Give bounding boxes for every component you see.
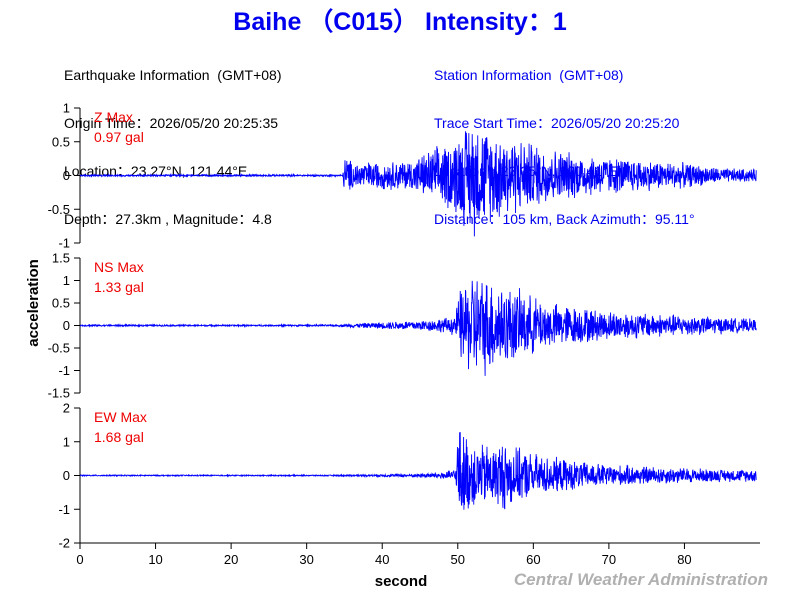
- x-tick-label: 30: [299, 552, 313, 567]
- y-tick-label: -1: [58, 502, 70, 517]
- x-tick-label: 0: [76, 552, 83, 567]
- y-tick-label: 0: [63, 168, 70, 183]
- x-tick-label: 70: [602, 552, 616, 567]
- max-label-ns: NS Max: [94, 259, 144, 275]
- y-tick-label: -0.5: [48, 202, 70, 217]
- station-info-header: Station Information (GMT+08): [434, 67, 624, 83]
- x-tick-label: 40: [375, 552, 389, 567]
- x-tick-label: 20: [224, 552, 238, 567]
- credit-text: Central Weather Administration: [513, 570, 768, 589]
- max-value-z: 0.97 gal: [94, 129, 144, 145]
- y-tick-label: 0.5: [52, 296, 70, 311]
- x-tick-label: 50: [451, 552, 465, 567]
- trace-ew: [79, 432, 757, 510]
- depth-magnitude: Depth：27.3km , Magnitude：4.8: [64, 211, 272, 227]
- y-tick-label: -1: [58, 236, 70, 251]
- y-tick-label: 1: [63, 434, 70, 449]
- y-tick-label: -1.5: [48, 386, 70, 401]
- trace-z: [79, 131, 757, 237]
- x-tick-label: 10: [148, 552, 162, 567]
- origin-time: Origin Time：2026/05/20 20:25:35: [64, 115, 279, 131]
- x-tick-label: 80: [677, 552, 691, 567]
- max-value-ns: 1.33 gal: [94, 279, 144, 295]
- y-tick-label: 1.5: [52, 251, 70, 266]
- y-tick-label: 1: [63, 273, 70, 288]
- y-tick-label: -1: [58, 363, 70, 378]
- trace-start-time: Trace Start Time：2026/05/20 20:25:20: [434, 115, 680, 131]
- y-tick-label: -0.5: [48, 341, 70, 356]
- y-tick-label: 2: [63, 401, 70, 416]
- earthquake-info-header: Earthquake Information (GMT+08): [64, 67, 282, 83]
- station-distance: Distance：105 km, Back Azimuth：95.11°: [434, 211, 695, 227]
- x-axis-label: second: [375, 573, 428, 590]
- y-axis-label: acceleration: [25, 259, 42, 347]
- chart-title: Baihe （C015） Intensity：1: [233, 8, 567, 36]
- max-value-ew: 1.68 gal: [94, 429, 144, 445]
- y-tick-label: 0: [63, 468, 70, 483]
- max-label-ew: EW Max: [94, 409, 147, 425]
- y-tick-label: 1: [63, 101, 70, 116]
- y-tick-label: 0: [63, 318, 70, 333]
- x-tick-label: 60: [526, 552, 540, 567]
- y-tick-label: -2: [58, 536, 70, 551]
- trace-ns: [79, 280, 757, 376]
- y-tick-label: 0.5: [52, 134, 70, 149]
- max-label-z: Z Max: [94, 109, 133, 125]
